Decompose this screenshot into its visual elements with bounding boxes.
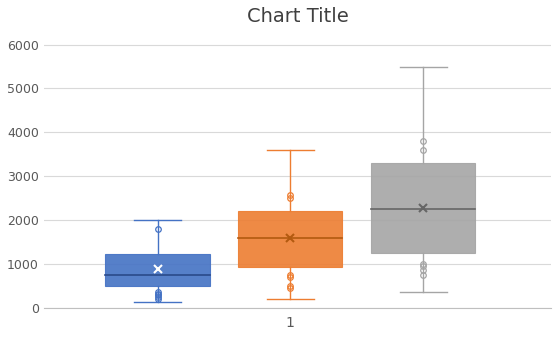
Bar: [238, 211, 343, 267]
Title: Chart Title: Chart Title: [247, 7, 348, 26]
Bar: [371, 163, 475, 253]
Bar: [105, 254, 210, 286]
